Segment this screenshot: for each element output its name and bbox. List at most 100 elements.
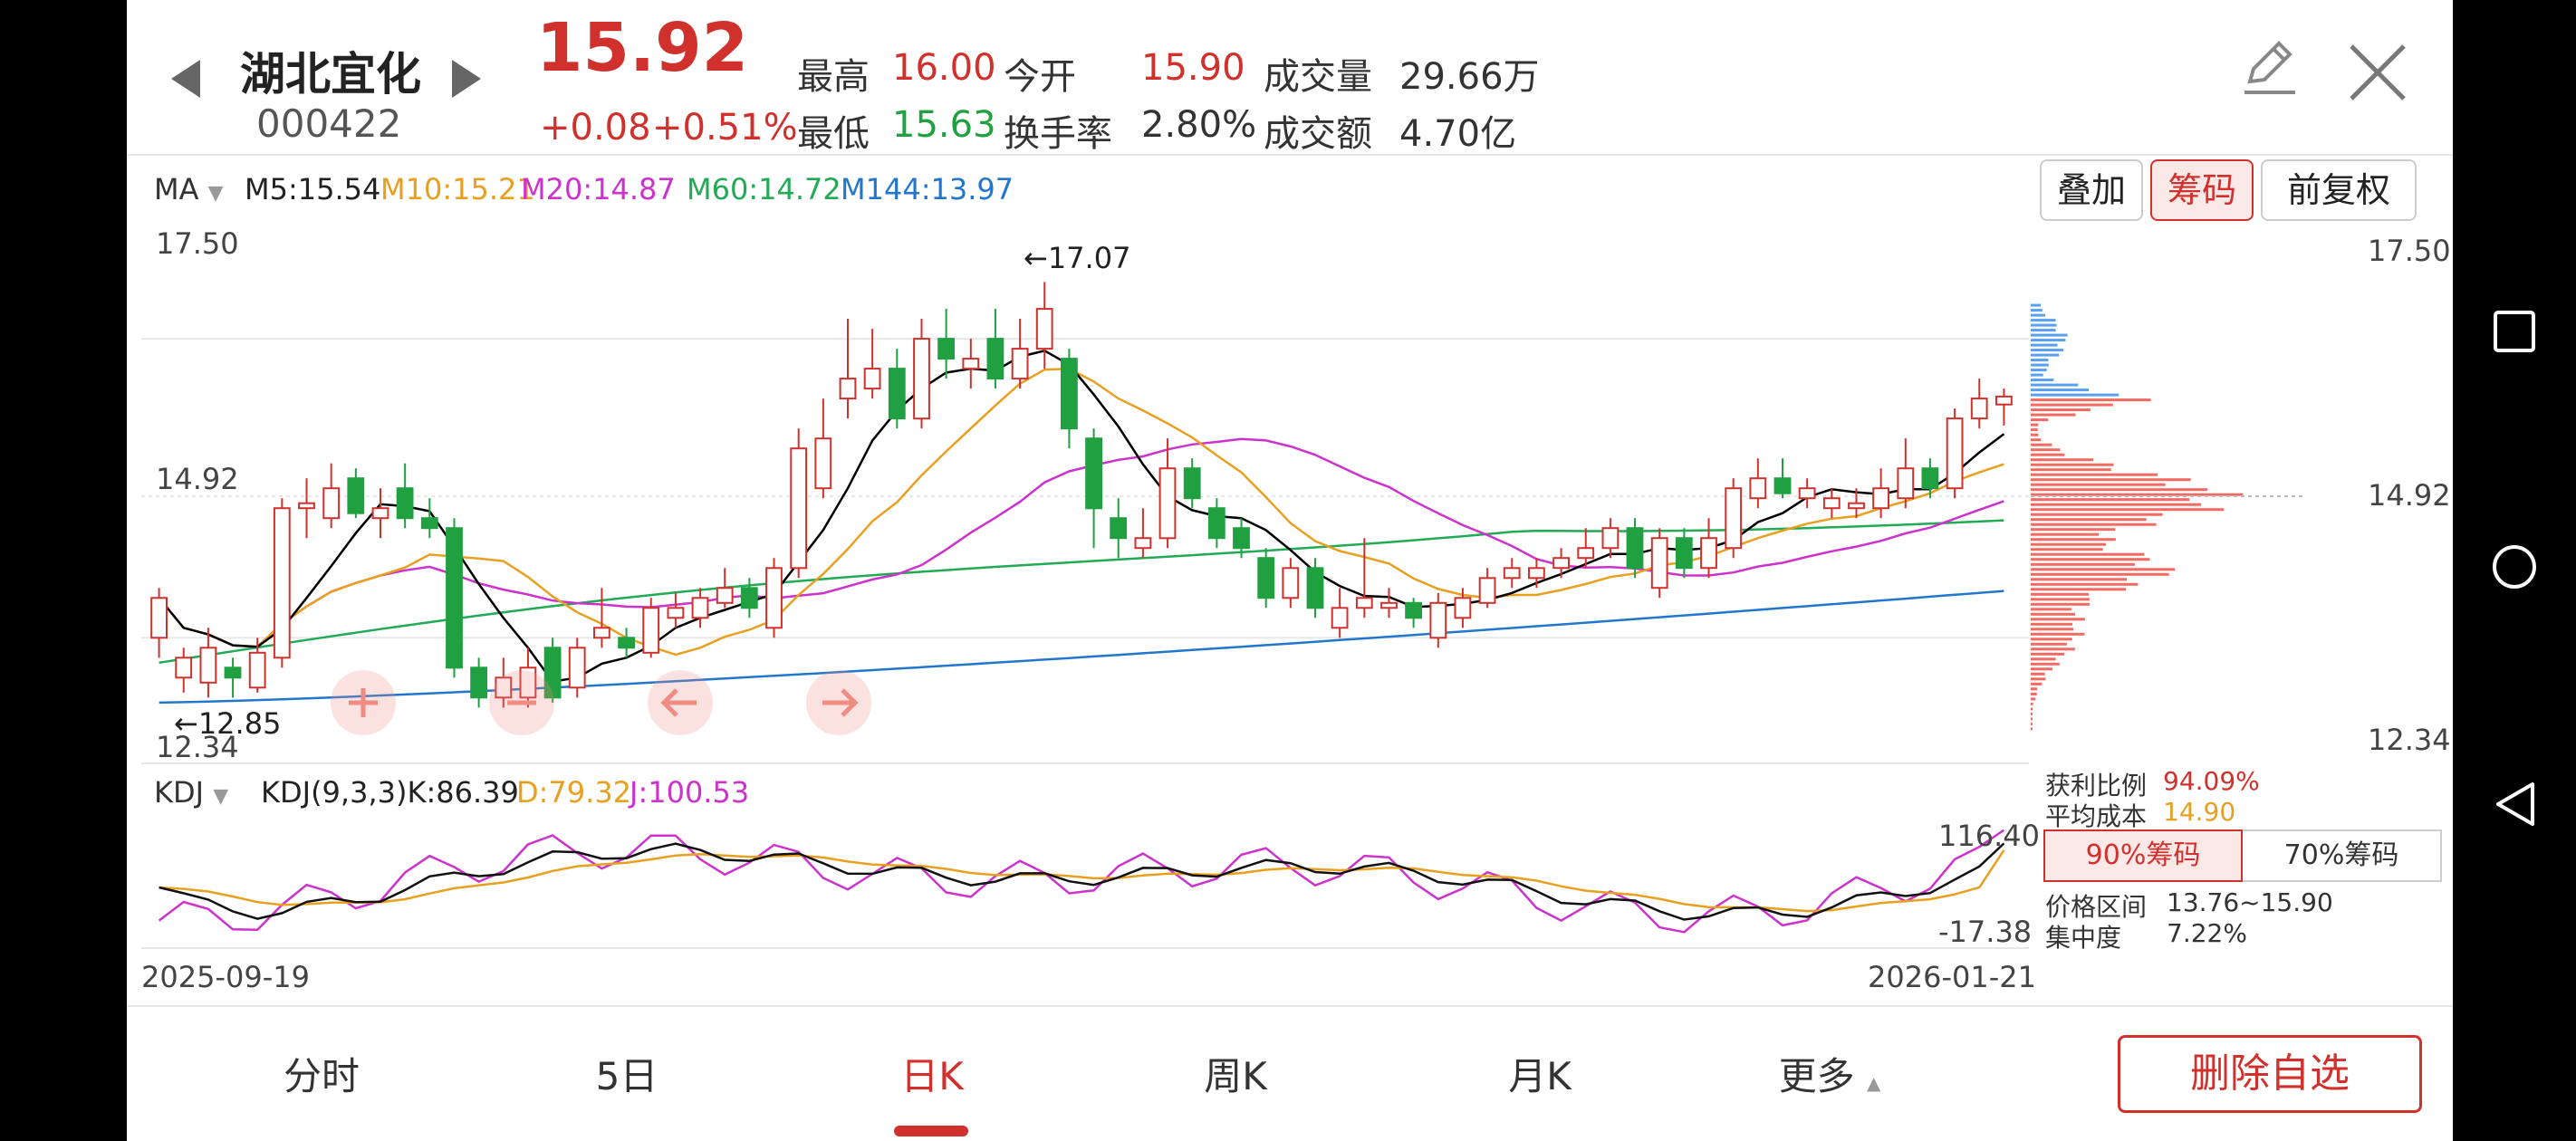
candle-down: [470, 666, 488, 699]
candle-up: [1282, 567, 1300, 599]
zoom-in-button[interactable]: [331, 670, 396, 735]
candlestick-chart[interactable]: [141, 225, 2029, 761]
kdj-selector[interactable]: KDJ ▼: [154, 775, 228, 810]
scroll-left-button[interactable]: [648, 670, 713, 735]
kdj-d-value: D:79.32: [516, 775, 632, 810]
candle-down: [1675, 537, 1693, 570]
avg-cost-label: 平均成本: [2045, 801, 2148, 831]
kdj-selector-label: KDJ: [154, 775, 205, 810]
chip-bar-loss: [2031, 359, 2049, 362]
back-icon[interactable]: [2493, 781, 2536, 828]
edit-button[interactable]: [2237, 34, 2301, 98]
chips-button[interactable]: 筹码: [2150, 159, 2254, 221]
candle-up: [298, 502, 315, 510]
recents-icon[interactable]: [2493, 310, 2536, 353]
candle-up: [1158, 467, 1177, 540]
chip-bar-profit: [2031, 592, 2090, 596]
low-value: 15.63: [892, 104, 996, 146]
chip-bar-loss: [2031, 353, 2060, 357]
candle-down: [1207, 507, 1226, 540]
ma5-line: [158, 349, 2005, 684]
overlay-button[interactable]: 叠加: [2040, 159, 2143, 221]
chip-bar-profit: [2031, 727, 2033, 731]
kdj-k-line: [159, 842, 2005, 921]
chip-bar-profit: [2031, 628, 2073, 631]
prev-stock-button[interactable]: [168, 56, 204, 101]
open-value: 15.90: [1141, 47, 1245, 89]
chip-bar-loss: [2031, 369, 2047, 372]
candle-up: [765, 567, 783, 629]
tab-more[interactable]: 更多 ▲: [1779, 1046, 1881, 1101]
candle-up: [273, 507, 291, 659]
chip-bar-loss: [2031, 343, 2058, 347]
ma-selector[interactable]: MA ▼: [154, 172, 224, 206]
candle-up: [1798, 487, 1816, 500]
candle-up: [1528, 567, 1545, 580]
candle-up: [593, 627, 610, 639]
chip-bar-profit: [2031, 697, 2036, 701]
arrow-left-icon: [660, 688, 697, 717]
chip-bar-loss: [2031, 388, 2090, 392]
chip-bar-profit: [2031, 542, 2106, 546]
tab-5day[interactable]: 5日: [595, 1054, 658, 1098]
adjust-button[interactable]: 前复权: [2261, 159, 2417, 221]
avg-cost-value: 14.90: [2163, 797, 2236, 827]
tab-weekly-k[interactable]: 周K: [1204, 1054, 1267, 1098]
remove-watchlist-button[interactable]: 删除自选: [2118, 1035, 2422, 1113]
chip-bar-loss: [2031, 303, 2042, 307]
chip-bar-loss: [2031, 373, 2043, 377]
stock-detail-screen: 湖北宜化 000422 15.92 +0.08 +0.51% 最高 16.00 …: [127, 0, 2453, 1141]
chip-bar-profit: [2031, 588, 2126, 591]
candle-down: [396, 487, 414, 520]
ma20-line: [158, 437, 2004, 648]
candle-up: [1380, 601, 1398, 609]
chips-tab-70[interactable]: 70%筹码: [2243, 829, 2442, 882]
candle-up: [248, 651, 266, 689]
candle-up: [790, 447, 808, 570]
chevron-down-icon: ▼: [213, 785, 229, 808]
turnover-label: 换手率: [1004, 113, 1112, 155]
close-button[interactable]: [2346, 41, 2409, 104]
chip-bar-profit: [2031, 632, 2085, 636]
chip-bar-profit: [2031, 692, 2037, 695]
date-divider: [141, 947, 2029, 949]
candle-down: [420, 517, 438, 530]
chip-bar-profit: [2031, 488, 2208, 492]
chip-bar-profit: [2031, 582, 2139, 586]
candle-up: [150, 597, 168, 639]
chip-bar-loss: [2031, 339, 2066, 342]
amount-label: 成交额: [1264, 113, 1372, 155]
chip-bar-profit: [2031, 618, 2085, 621]
chips-tab-90[interactable]: 90%筹码: [2043, 829, 2243, 882]
candle-down: [1405, 601, 1422, 619]
tab-monthly-k[interactable]: 月K: [1508, 1054, 1572, 1098]
candle-down: [1110, 517, 1128, 540]
kdj-axis-top: 116.40: [1938, 819, 2040, 853]
chip-bar-profit: [2031, 647, 2075, 651]
home-icon[interactable]: [2491, 543, 2538, 590]
candle-up: [1429, 601, 1447, 639]
arrow-right-icon: [822, 688, 859, 717]
tab-intraday[interactable]: 分时: [283, 1054, 360, 1098]
ma144-value: M144:13.97: [841, 172, 1014, 206]
chip-bar-loss: [2031, 363, 2049, 367]
chip-bar-profit: [2031, 413, 2076, 417]
kdj-j-value: J:100.53: [630, 775, 750, 810]
chip-bar-profit: [2031, 702, 2033, 705]
next-stock-button[interactable]: [448, 56, 485, 101]
chip-bar-profit: [2031, 602, 2090, 606]
close-icon: [2350, 44, 2406, 101]
candle-up: [1872, 487, 1889, 510]
chips-tab-70-label: 70%筹码: [2283, 839, 2399, 871]
active-tab-indicator: [894, 1126, 968, 1136]
zoom-out-button[interactable]: [489, 670, 554, 735]
chip-bar-loss: [2031, 323, 2057, 327]
chip-bar-profit: [2031, 717, 2033, 721]
candle-up: [1946, 417, 1964, 490]
chip-bar-profit: [2031, 562, 2135, 566]
candle-up: [642, 607, 660, 654]
tab-daily-k[interactable]: 日K: [900, 1054, 964, 1098]
candle-up: [1650, 537, 1668, 590]
chips-axis-top: 17.50: [2368, 234, 2451, 268]
scroll-right-button[interactable]: [806, 670, 871, 735]
